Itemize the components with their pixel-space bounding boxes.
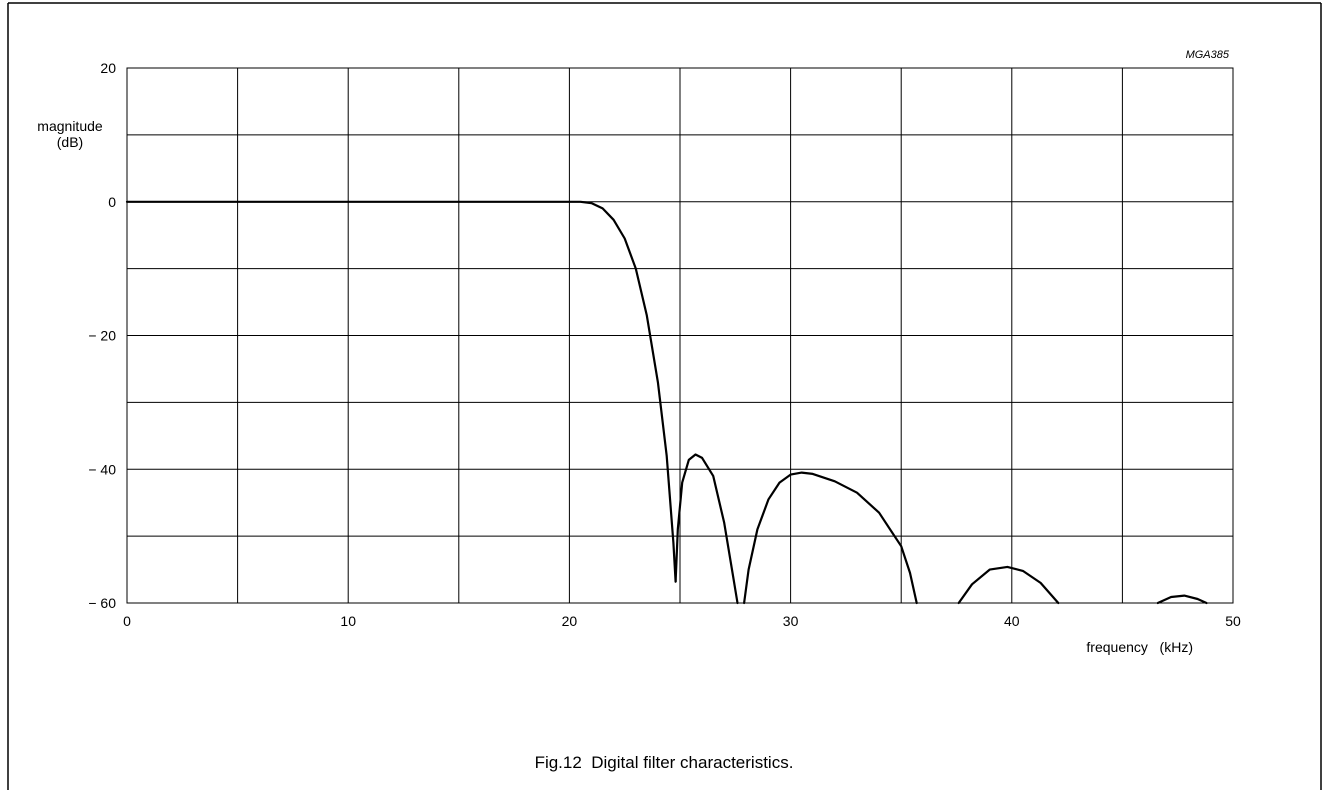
x-tick-labels: 0 10 20 30 40 50 <box>123 613 1241 629</box>
figure-code: MGA385 <box>1186 49 1230 61</box>
y-tick-labels: 20 0 − 20 − 40 − 60 <box>88 60 116 611</box>
response-segment <box>125 200 677 583</box>
frequency-response-curve <box>125 200 1208 605</box>
grid <box>127 68 1233 603</box>
y-axis-label-line2: (dB) <box>57 134 83 150</box>
figure-caption: Fig.12 Digital filter characteristics. <box>535 753 794 772</box>
y-tick-label: 20 <box>100 60 116 76</box>
y-tick-label: 0 <box>108 194 116 210</box>
y-axis-label-line1: magnitude <box>37 118 103 134</box>
y-tick-label: − 60 <box>88 595 116 611</box>
response-segment <box>957 565 1060 605</box>
x-tick-label: 30 <box>783 613 799 629</box>
response-segment <box>674 453 739 605</box>
x-tick-label: 50 <box>1225 613 1241 629</box>
x-tick-label: 40 <box>1004 613 1020 629</box>
y-tick-label: − 40 <box>88 461 116 477</box>
y-tick-label: − 20 <box>88 328 116 344</box>
x-tick-label: 10 <box>340 613 356 629</box>
x-tick-label: 20 <box>562 613 578 629</box>
x-axis-label: frequency (kHz) <box>1086 639 1193 655</box>
plot-area <box>126 67 1234 604</box>
response-segment <box>743 471 918 605</box>
x-tick-label: 0 <box>123 613 131 629</box>
response-segment <box>1156 594 1208 605</box>
